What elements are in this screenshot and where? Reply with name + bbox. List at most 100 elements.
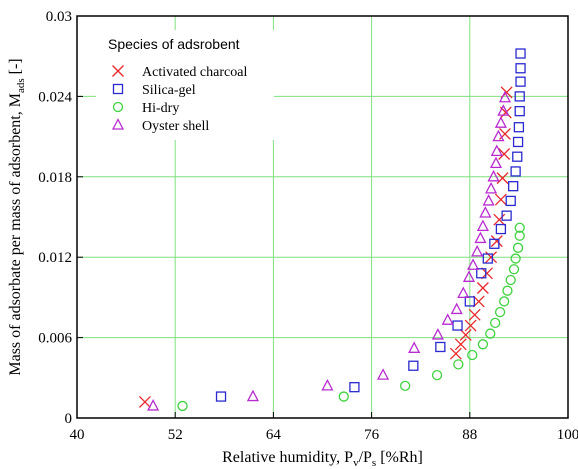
data-point-oyster-shell (450, 302, 463, 315)
data-point-hi-dry (514, 230, 525, 241)
data-point-silica-gel (513, 122, 525, 133)
data-point-hi-dry (502, 285, 513, 296)
data-point-activated-charcoal (481, 267, 493, 280)
x-tick-label: 88 (462, 427, 477, 443)
data-point-oyster-shell (147, 399, 160, 411)
data-point-oyster-shell (487, 169, 500, 182)
data-point-oyster-shell (490, 144, 503, 156)
data-point-oyster-shell (494, 116, 507, 128)
data-point-hi-dry (508, 264, 520, 275)
data-point-oyster-shell (479, 206, 492, 218)
data-point-hi-dry (177, 400, 188, 412)
data-point-activated-charcoal (498, 148, 511, 160)
y-axis-title: Mass of adsorbate per mass of adsorbent,… (7, 58, 27, 375)
legend-marker-oyster-shell (111, 118, 125, 130)
data-point-hi-dry (510, 253, 521, 264)
series-activated-charcoal (138, 86, 513, 408)
data-point-silica-gel (512, 136, 524, 148)
data-point-activated-charcoal (464, 319, 477, 332)
data-point-oyster-shell (466, 258, 480, 270)
x-tick-label: 76 (364, 427, 380, 443)
data-point-silica-gel (482, 253, 493, 264)
data-point-silica-gel (476, 268, 487, 279)
data-point-activated-charcoal (138, 395, 151, 408)
data-point-silica-gel (514, 105, 525, 117)
data-point-oyster-shell (497, 104, 510, 116)
data-point-oyster-shell (376, 368, 390, 380)
data-point-oyster-shell (408, 341, 421, 353)
data-point-hi-dry (490, 317, 501, 329)
data-point-activated-charcoal (490, 235, 503, 248)
legend-label-activated-charcoal: Activated charcoal (142, 65, 247, 80)
y-tick-label: 0.012 (38, 250, 72, 266)
data-point-activated-charcoal (496, 172, 509, 185)
data-point-silica-gel (495, 223, 507, 235)
series-silica-gel (215, 48, 526, 402)
data-point-hi-dry (477, 339, 489, 350)
data-point-oyster-shell (457, 286, 470, 299)
data-point-activated-charcoal (468, 308, 481, 321)
data-point-activated-charcoal (454, 338, 467, 351)
data-point-hi-dry (512, 242, 524, 253)
data-point-hi-dry (431, 369, 443, 381)
data-point-oyster-shell (492, 129, 505, 142)
data-point-hi-dry (499, 296, 510, 307)
data-point-activated-charcoal (493, 213, 506, 226)
data-point-silica-gel (514, 91, 525, 102)
y-tick-label: 0.018 (38, 170, 72, 186)
x-tick-label: 64 (266, 427, 282, 443)
data-point-oyster-shell (431, 328, 444, 340)
data-point-silica-gel (349, 382, 360, 393)
data-point-silica-gel (464, 296, 475, 307)
x-axis-title: Relative humidity, Pv/Ps [%Rh] (222, 449, 423, 469)
data-point-oyster-shell (498, 90, 512, 103)
data-point-silica-gel (408, 360, 419, 371)
data-point-silica-gel (501, 210, 512, 221)
data-point-oyster-shell (482, 194, 495, 206)
data-point-activated-charcoal (449, 347, 462, 360)
data-point-hi-dry (400, 380, 411, 391)
data-point-silica-gel (508, 181, 519, 192)
y-tick-label: 0 (65, 411, 73, 427)
data-point-activated-charcoal (476, 282, 489, 294)
legend-background (96, 30, 274, 140)
data-point-silica-gel (515, 76, 526, 87)
data-point-hi-dry (485, 328, 496, 339)
data-point-hi-dry (494, 306, 506, 318)
data-point-silica-gel (215, 391, 227, 402)
axis-ticks: 40 52 64 76 88 100 0 0.006 0.012 0.018 0.024 0.03 (38, 9, 578, 443)
y-tick-label: 0.006 (38, 331, 72, 347)
legend: Species of adsrobent Activated charcoal S… (96, 30, 274, 140)
data-point-activated-charcoal (459, 328, 472, 341)
data-point-hi-dry (453, 359, 464, 370)
data-point-oyster-shell (462, 270, 476, 282)
legend-marker-activated-charcoal (112, 65, 124, 77)
data-point-silica-gel (505, 195, 516, 207)
data-point-oyster-shell (474, 231, 487, 244)
data-point-hi-dry (514, 222, 525, 233)
data-point-silica-gel (510, 166, 521, 177)
data-point-oyster-shell (321, 378, 334, 391)
legend-label-oyster-shell: Oyster shell (142, 119, 209, 134)
y-tick-label: 0.03 (46, 9, 72, 25)
data-point-oyster-shell (485, 181, 498, 194)
legend-label-hi-dry: Hi-dry (142, 101, 179, 116)
legend-marker-silica-gel (112, 83, 124, 95)
legend-marker-hi-dry (112, 101, 124, 113)
data-points (138, 48, 526, 412)
data-point-hi-dry (338, 391, 349, 402)
data-point-activated-charcoal (494, 193, 507, 206)
x-tick-label: 52 (168, 427, 183, 443)
plot-frame (76, 15, 569, 419)
x-tick-label: 40 (70, 427, 85, 443)
data-point-hi-dry (467, 349, 478, 361)
legend-items: Activated charcoal Silica-gel Hi-dry Oyster… (111, 65, 247, 134)
data-point-activated-charcoal (472, 295, 485, 308)
x-tick-label: 100 (557, 427, 578, 443)
data-point-silica-gel (452, 320, 463, 331)
legend-label-silica-gel: Silica-gel (142, 83, 196, 98)
data-point-hi-dry (505, 274, 516, 286)
data-point-silica-gel (489, 238, 500, 249)
